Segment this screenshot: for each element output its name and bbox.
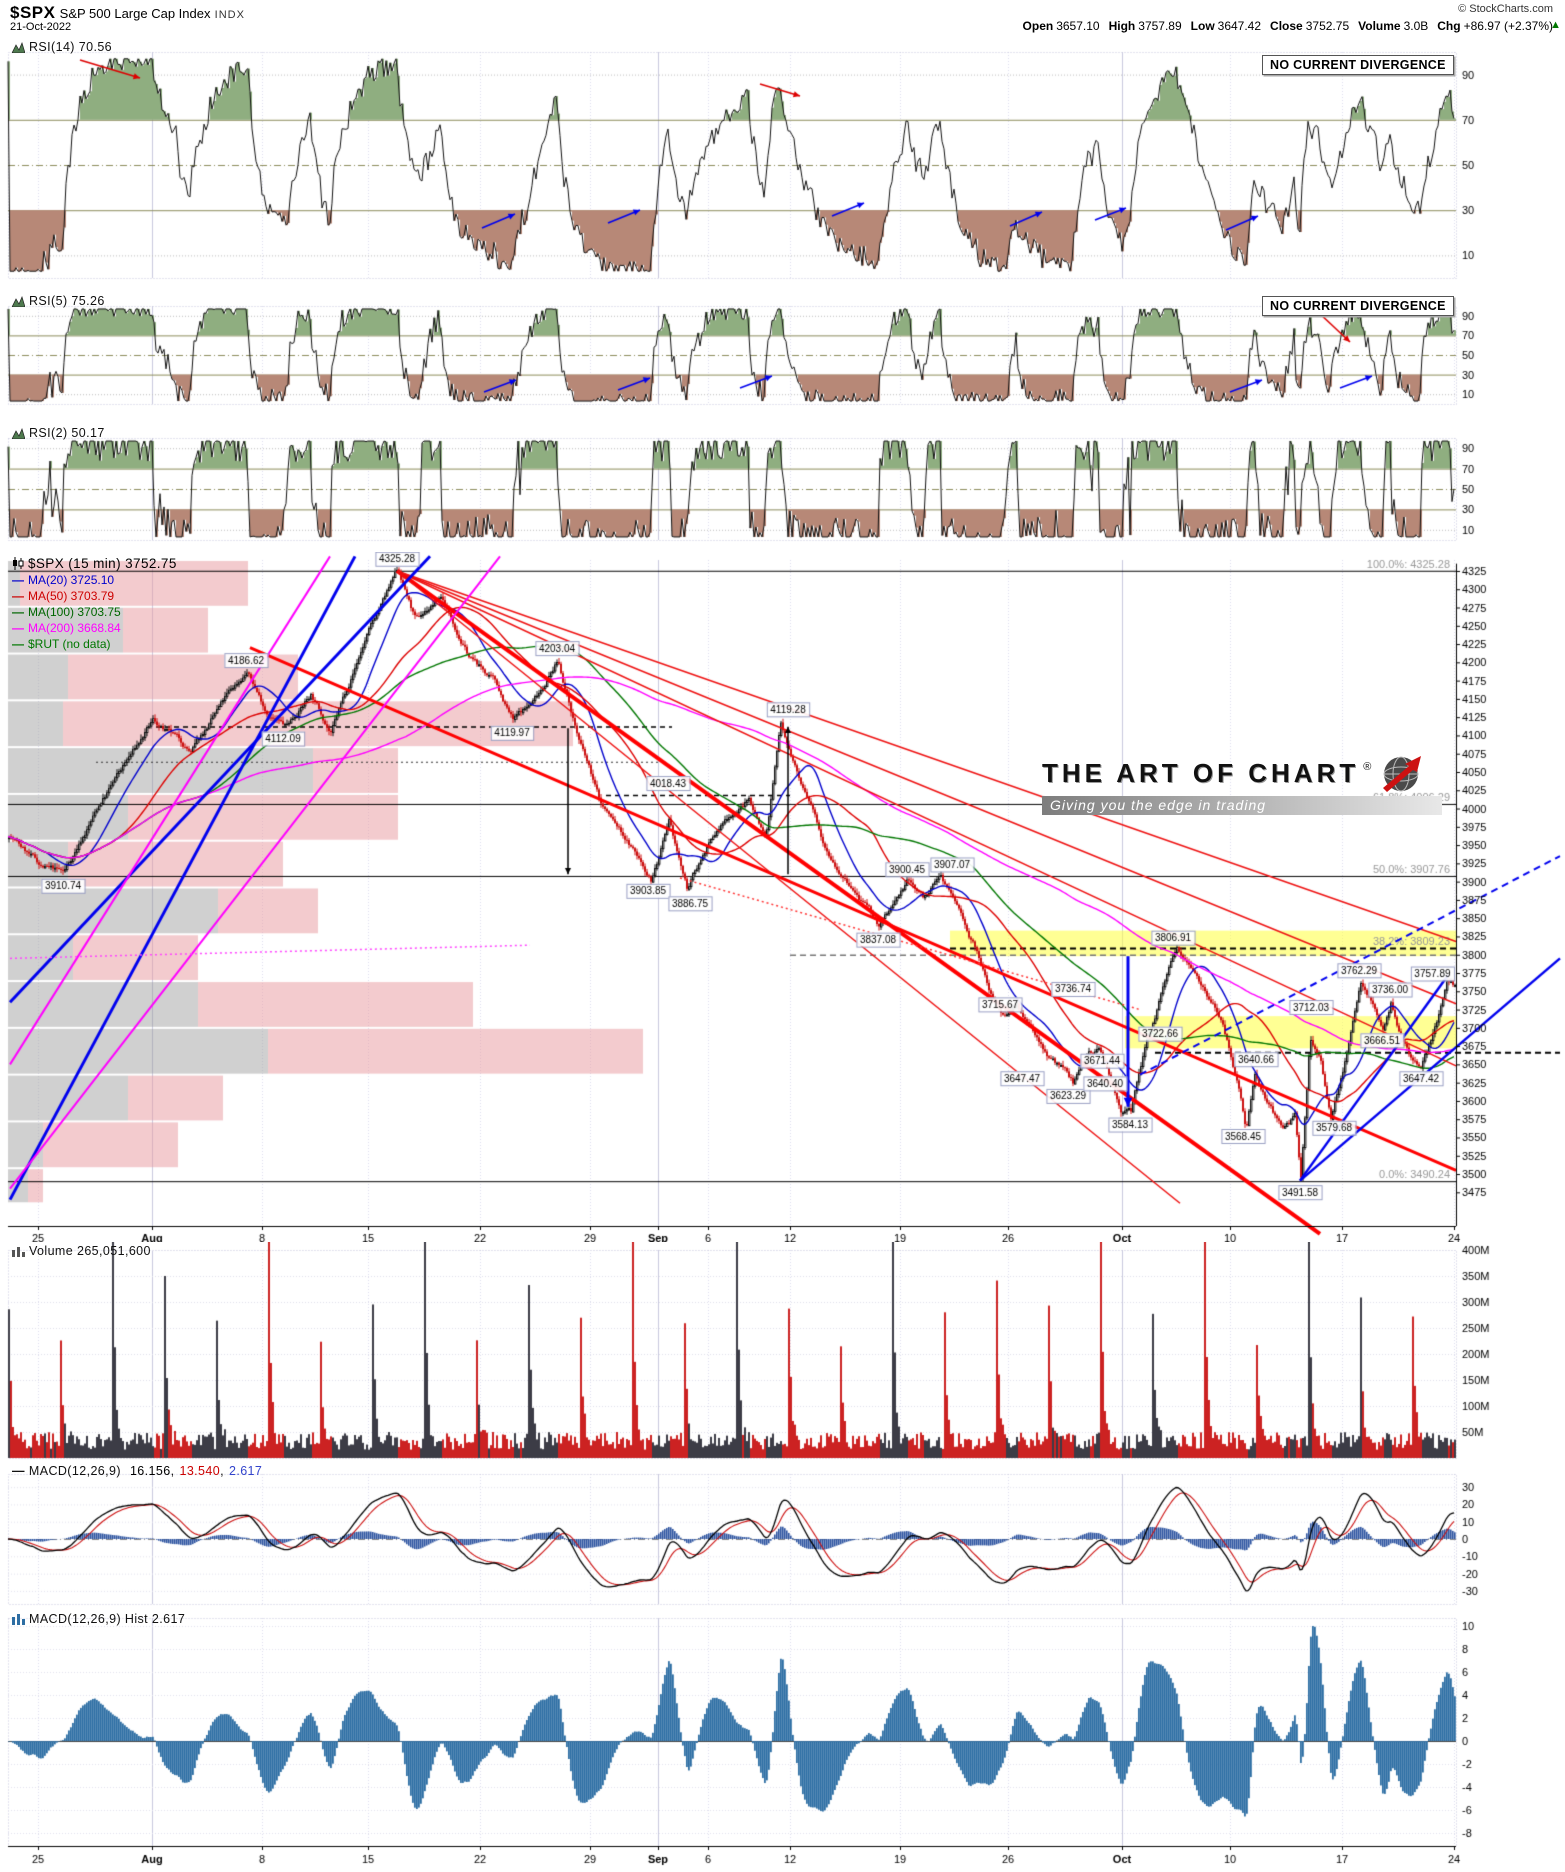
volume-bars-icon xyxy=(12,1246,25,1257)
symbol-name: S&P 500 Large Cap Index xyxy=(59,6,211,21)
chart-date: 21-Oct-2022 xyxy=(10,21,72,33)
globe-arrow-icon xyxy=(1383,756,1422,792)
exchange: INDX xyxy=(214,9,245,21)
ma-color-swatch: — xyxy=(12,605,24,619)
macd-value: 16.156, xyxy=(129,1464,175,1478)
watermark-title: THE ART OF CHART xyxy=(1042,757,1360,788)
quote-field: High 3757.89 xyxy=(1108,19,1182,33)
quote-strip: Open 3657.10 High 3757.89 Low 3647.42 Close 375… xyxy=(1014,19,1553,33)
histogram-icon xyxy=(12,1613,25,1625)
ma-color-swatch: — xyxy=(12,621,24,635)
quote-field: Volume 3.0B xyxy=(1358,19,1429,33)
main-chart-legend: $SPX (15 min) 3752.75 — MA(20) 3725.10 —… xyxy=(12,556,177,651)
credit: © StockCharts.com xyxy=(1458,3,1553,15)
macd-hist-label: MACD(12,26,9) Hist 2.617 xyxy=(12,1612,185,1626)
rsi5-label: RSI(5) 75.26 xyxy=(12,294,105,308)
volume-label: Volume 265,051,600 xyxy=(12,1244,151,1258)
macd-value: 13.540, xyxy=(179,1464,224,1478)
ma-legend-item: — $RUT (no data) xyxy=(12,637,111,651)
rsi14-label: RSI(14) 70.56 xyxy=(12,40,112,54)
rsi-indicator-icon xyxy=(12,41,25,53)
watermark-tagline: Giving you the edge in trading xyxy=(1042,796,1442,815)
rsi5-divergence-badge: NO CURRENT DIVERGENCE xyxy=(1262,296,1454,316)
page-title: $SPX S&P 500 Large Cap Index INDX xyxy=(10,3,245,23)
macd-line-icon: — xyxy=(12,1464,25,1478)
rsi14-divergence-badge: NO CURRENT DIVERGENCE xyxy=(1262,55,1454,75)
registered-mark: ® xyxy=(1363,761,1372,773)
candlestick-icon xyxy=(13,557,24,570)
quote-field: Chg +86.97 (+2.37%) xyxy=(1437,19,1553,33)
price-chart-canvas xyxy=(0,552,1565,1242)
quote-field: Close 3752.75 xyxy=(1270,19,1350,33)
ma-color-swatch: — xyxy=(12,589,24,603)
main-series-label: $SPX (15 min) 3752.75 xyxy=(12,556,177,571)
quote-field: Low 3647.42 xyxy=(1190,19,1262,33)
rsi2-label: RSI(2) 50.17 xyxy=(12,426,105,440)
art-of-chart-watermark: THE ART OF CHART ® Giving you the edge i… xyxy=(1042,752,1442,815)
rsi-indicator-icon xyxy=(12,295,25,307)
ma-legend-item: — MA(20) 3725.10 xyxy=(12,573,115,587)
symbol: $SPX xyxy=(10,3,56,22)
ma-legend-item: — MA(200) 3668.84 xyxy=(12,621,121,635)
rsi2-panel-canvas xyxy=(0,424,1565,550)
macd-panel-canvas xyxy=(0,1466,1565,1608)
rsi-indicator-icon xyxy=(12,427,25,439)
macd-hist-panel-canvas xyxy=(0,1608,1565,1872)
macd-label: — MACD(12,26,9) 16.156, 13.540, 2.617 xyxy=(12,1464,263,1478)
macd-value: 2.617 xyxy=(228,1464,263,1478)
ma-color-swatch: — xyxy=(12,573,24,587)
rsi14-panel-canvas xyxy=(0,38,1565,288)
ma-legend-item: — MA(100) 3703.75 xyxy=(12,605,121,619)
ma-color-swatch: — xyxy=(12,637,24,651)
quote-field: Open 3657.10 xyxy=(1022,19,1100,33)
ma-legend-item: — MA(50) 3703.79 xyxy=(12,589,115,603)
change-up-arrow-icon: ▲ xyxy=(1550,19,1561,31)
volume-panel-canvas xyxy=(0,1242,1565,1464)
